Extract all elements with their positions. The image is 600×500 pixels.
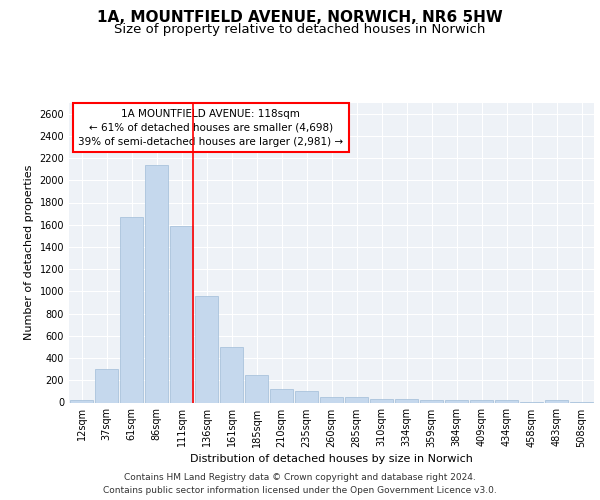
Bar bbox=[395, 399, 418, 402]
Bar bbox=[220, 347, 243, 403]
Bar bbox=[170, 226, 193, 402]
Bar bbox=[445, 400, 468, 402]
Text: 1A, MOUNTFIELD AVENUE, NORWICH, NR6 5HW: 1A, MOUNTFIELD AVENUE, NORWICH, NR6 5HW bbox=[97, 10, 503, 25]
Bar bbox=[345, 397, 368, 402]
Bar bbox=[370, 398, 393, 402]
Bar bbox=[245, 374, 268, 402]
Bar bbox=[545, 400, 568, 402]
Text: Contains HM Land Registry data © Crown copyright and database right 2024.
Contai: Contains HM Land Registry data © Crown c… bbox=[103, 473, 497, 495]
Bar bbox=[270, 389, 293, 402]
Bar bbox=[120, 217, 143, 402]
Y-axis label: Number of detached properties: Number of detached properties bbox=[24, 165, 34, 340]
Bar bbox=[95, 369, 118, 402]
Bar bbox=[470, 400, 493, 402]
X-axis label: Distribution of detached houses by size in Norwich: Distribution of detached houses by size … bbox=[190, 454, 473, 464]
Bar bbox=[145, 164, 168, 402]
Bar bbox=[195, 296, 218, 403]
Bar bbox=[495, 400, 518, 402]
Text: Size of property relative to detached houses in Norwich: Size of property relative to detached ho… bbox=[115, 22, 485, 36]
Bar bbox=[295, 392, 318, 402]
Text: 1A MOUNTFIELD AVENUE: 118sqm
← 61% of detached houses are smaller (4,698)
39% of: 1A MOUNTFIELD AVENUE: 118sqm ← 61% of de… bbox=[78, 108, 343, 146]
Bar bbox=[70, 400, 93, 402]
Bar bbox=[320, 397, 343, 402]
Bar bbox=[420, 400, 443, 402]
